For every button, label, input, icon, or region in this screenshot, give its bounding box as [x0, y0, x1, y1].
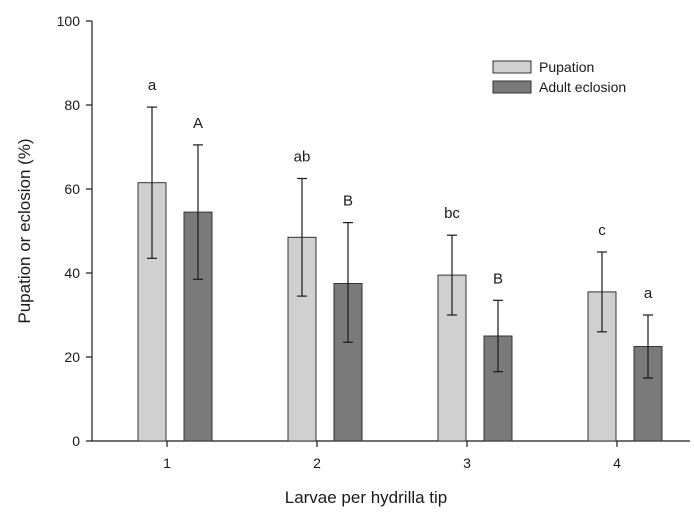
x-tick-label-2: 2 [313, 455, 321, 471]
sig-label-pupation-1: a [148, 77, 157, 94]
y-tick-label-80: 80 [64, 97, 80, 113]
plot-area: 0 20 40 60 80 100 1 2 3 4 a ab bc c A B Ba [57, 13, 690, 471]
sig-label-pupation-3: bc [444, 205, 460, 222]
y-tick-label-20: 20 [64, 349, 80, 365]
legend-swatch-pupation [492, 60, 532, 74]
x-tick-label-4: 4 [613, 455, 621, 471]
y-tick-label-40: 40 [64, 265, 80, 281]
sig-label-adult-eclosion-1: A [193, 115, 203, 132]
y-tick-label-100: 100 [57, 13, 81, 29]
sig-label-adult-eclosion-4: a [644, 285, 653, 302]
legend-swatch-adult-eclosion [492, 80, 532, 94]
legend-label-adult-eclosion: Adult eclosion [539, 79, 626, 95]
legend-label-pupation: Pupation [539, 59, 594, 75]
sig-label-adult-eclosion-3: B [493, 270, 503, 287]
y-tick-label-60: 60 [64, 181, 80, 197]
sig-label-pupation-4: c [598, 222, 606, 239]
sig-label-adult-eclosion-2: B [343, 193, 353, 210]
x-axis-title: Larvae per hydrilla tip [285, 488, 448, 507]
legend: Pupation Adult eclosion [492, 59, 626, 95]
x-tick-label-1: 1 [163, 455, 171, 471]
y-tick-label-0: 0 [72, 433, 80, 449]
y-axis-title: Pupation or eclosion (%) [15, 138, 34, 323]
x-tick-label-3: 3 [463, 455, 471, 471]
sig-label-pupation-2: ab [294, 149, 311, 166]
